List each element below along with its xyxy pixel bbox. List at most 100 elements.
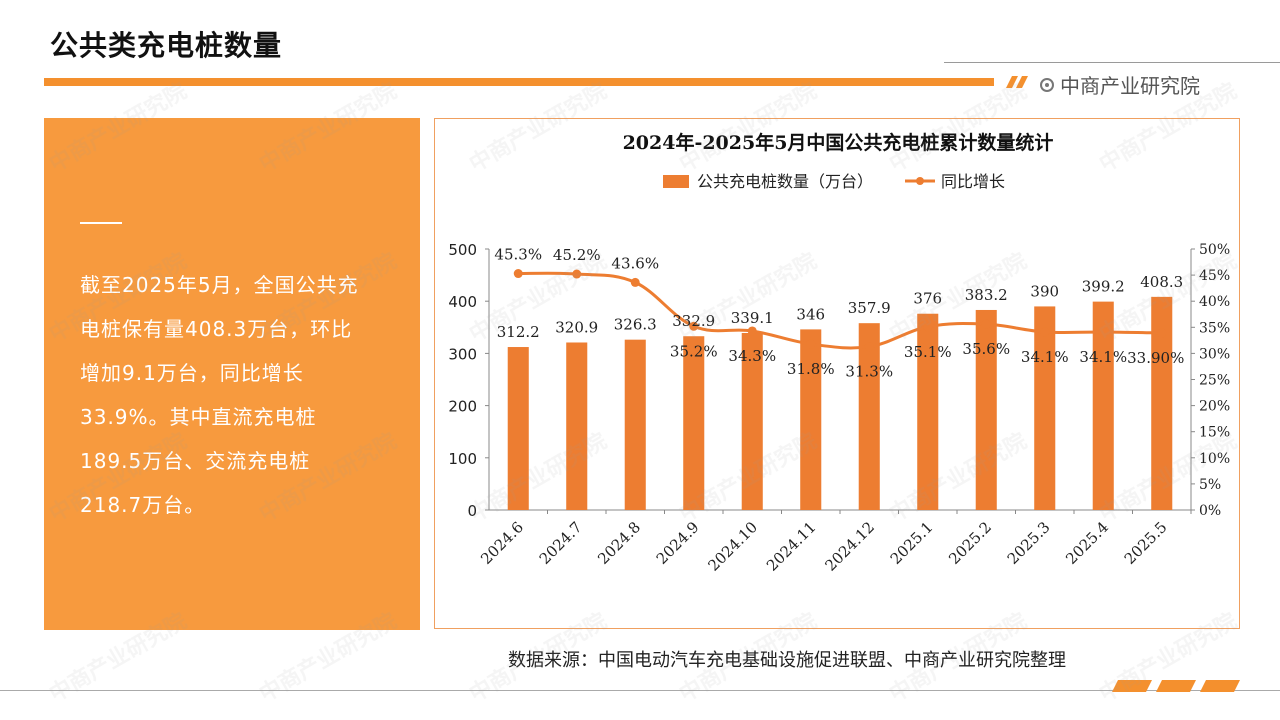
bar-value-label: 357.9 xyxy=(848,299,891,317)
bar-value-label: 339.1 xyxy=(731,309,774,327)
line-point xyxy=(1040,327,1050,337)
left-tick-label: 400 xyxy=(448,293,477,311)
right-tick-label: 30% xyxy=(1199,346,1230,362)
summary-divider xyxy=(80,222,122,224)
bar-value-label: 399.2 xyxy=(1082,278,1125,296)
legend-bar-swatch xyxy=(663,175,689,188)
brand-logo-icon xyxy=(1040,77,1054,92)
right-tick-label: 45% xyxy=(1199,268,1230,284)
line-point xyxy=(572,269,582,279)
line-point xyxy=(864,342,874,352)
line-point xyxy=(1098,327,1108,337)
right-tick-label: 10% xyxy=(1199,451,1230,467)
bar-value-label: 332.9 xyxy=(672,312,715,330)
footer-rule xyxy=(0,690,1280,691)
x-tick-label: 2024.9 xyxy=(653,518,703,568)
summary-text: 截至2025年5月，全国公共充 电桩保有量408.3万台，环比 增加9.1万台，… xyxy=(80,273,359,517)
right-tick-label: 50% xyxy=(1199,242,1230,258)
bar-value-label: 320.9 xyxy=(555,318,598,336)
line-value-label: 34.3% xyxy=(728,347,776,365)
chart-legend: 公共充电桩数量（万台） 同比增长 xyxy=(663,172,1005,191)
line-value-label: 35.2% xyxy=(670,342,718,360)
left-tick-label: 0 xyxy=(467,502,477,520)
bar-value-label: 390 xyxy=(1030,282,1059,300)
line-series xyxy=(513,269,1167,352)
bar-value-label: 376 xyxy=(913,290,942,308)
line-point xyxy=(630,277,640,287)
data-labels: 312.2 320.9 326.3 332.9 339.1 346 357.9 376 383.… xyxy=(494,246,1184,381)
header-stripes-decoration xyxy=(1006,76,1028,88)
x-tick-label: 2025.2 xyxy=(945,518,995,568)
line-value-label: 45.2% xyxy=(553,246,601,264)
brand-name: 中商产业研究院 xyxy=(1060,74,1200,98)
bar xyxy=(1034,306,1056,510)
x-tick-label: 2024.12 xyxy=(821,518,878,575)
line-value-label: 33.90% xyxy=(1127,349,1184,367)
line-value-label: 31.8% xyxy=(787,360,835,378)
x-tick-label: 2024.11 xyxy=(763,518,820,575)
bar xyxy=(683,336,705,510)
bar-series xyxy=(507,296,1173,510)
line-point xyxy=(689,321,699,331)
bar xyxy=(566,342,588,510)
left-tick-label: 100 xyxy=(448,450,477,468)
legend-line-label: 同比增长 xyxy=(941,172,1005,191)
line-point xyxy=(981,319,991,329)
left-tick-label: 200 xyxy=(448,398,477,416)
bar xyxy=(741,332,763,510)
line-point xyxy=(747,326,757,336)
footer-stripes-decoration xyxy=(1112,680,1240,692)
brand: 中商产业研究院 xyxy=(1040,70,1200,99)
x-tick-label: 2025.3 xyxy=(1004,518,1054,568)
right-tick-label: 0% xyxy=(1199,503,1221,519)
line-value-label: 35.1% xyxy=(904,343,952,361)
line-point xyxy=(923,322,933,332)
line-value-label: 34.1% xyxy=(1079,348,1127,366)
right-tick-label: 40% xyxy=(1199,294,1230,310)
x-tick-label: 2025.1 xyxy=(887,518,937,568)
bar-value-label: 346 xyxy=(796,305,825,323)
x-tick-label: 2024.8 xyxy=(594,518,644,568)
bar xyxy=(917,313,939,510)
growth-line xyxy=(518,271,1162,350)
right-tick-label: 35% xyxy=(1199,320,1230,336)
right-tick-label: 25% xyxy=(1199,373,1230,389)
x-tick-label: 2024.6 xyxy=(477,518,527,568)
bar xyxy=(1151,296,1173,510)
legend-line-marker xyxy=(916,177,924,185)
line-value-label: 34.1% xyxy=(1021,348,1069,366)
left-tick-label: 500 xyxy=(448,241,477,259)
title-thin-rule xyxy=(944,62,1280,63)
line-point xyxy=(1157,328,1167,338)
summary-panel: 截至2025年5月，全国公共充 电桩保有量408.3万台，环比 增加9.1万台，… xyxy=(44,118,420,630)
bar-value-label: 383.2 xyxy=(965,286,1008,304)
chart-title: 2024年-2025年5月中国公共充电桩累计数量统计 xyxy=(623,131,1054,154)
bar-value-label: 312.2 xyxy=(497,323,540,341)
line-value-label: 45.3% xyxy=(494,246,542,264)
bar-value-label: 326.3 xyxy=(614,316,657,334)
line-value-label: 43.6% xyxy=(611,254,659,272)
x-tick-label: 2024.7 xyxy=(536,518,586,568)
bar-value-label: 408.3 xyxy=(1140,273,1183,291)
line-point xyxy=(513,269,523,279)
bar xyxy=(624,339,646,510)
title-underline xyxy=(44,78,994,86)
right-tick-label: 20% xyxy=(1199,399,1230,415)
bar xyxy=(800,329,822,510)
x-tick-label: 2025.5 xyxy=(1121,518,1171,568)
chart-frame: 2024年-2025年5月中国公共充电桩累计数量统计 公共充电桩数量（万台） 同… xyxy=(434,118,1240,629)
bar xyxy=(507,347,529,510)
bar xyxy=(975,309,997,510)
page-title: 公共类充电桩数量 xyxy=(50,29,283,62)
bar xyxy=(1092,301,1114,510)
line-value-label: 35.6% xyxy=(962,340,1010,358)
bar xyxy=(858,323,880,510)
line-value-label: 31.3% xyxy=(845,363,893,381)
x-tick-label: 2025.4 xyxy=(1062,518,1112,568)
source-note: 数据来源：中国电动汽车充电基础设施促进联盟、中商产业研究院整理 xyxy=(508,650,1066,671)
left-tick-label: 300 xyxy=(448,345,477,363)
line-point xyxy=(806,339,816,349)
combo-chart: 2024年-2025年5月中国公共充电桩累计数量统计 公共充电桩数量（万台） 同… xyxy=(448,131,1230,575)
right-tick-label: 15% xyxy=(1199,425,1230,441)
legend-bar-label: 公共充电桩数量（万台） xyxy=(697,172,873,191)
